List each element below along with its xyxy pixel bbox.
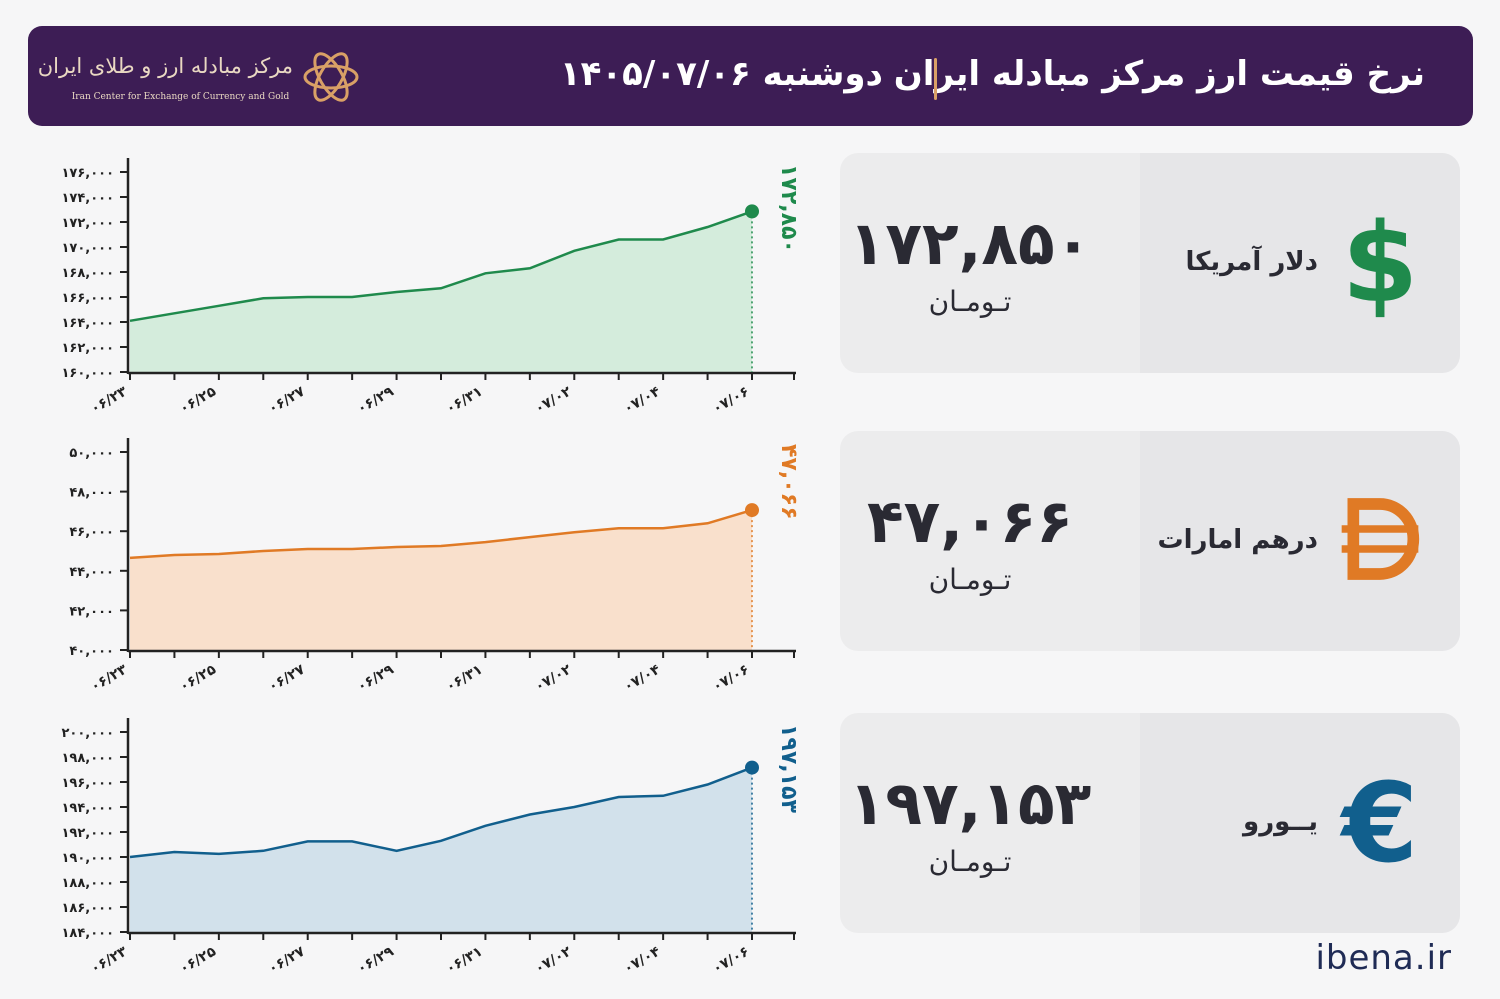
y-tick-label: ۱۹۰,۰۰۰ — [61, 851, 114, 866]
x-tick-label: ۰۶/۲۹ — [355, 661, 397, 695]
last-point-marker — [745, 204, 759, 219]
x-tick-label: ۰۶/۲۵ — [177, 383, 219, 417]
price-value: ۱۹۷,۱۵۳ — [848, 769, 1092, 839]
currency-name: درهم امارات — [1157, 525, 1318, 555]
y-tick-label: ۱۷۴,۰۰۰ — [61, 191, 114, 206]
y-tick-label: ۴۰,۰۰۰ — [69, 644, 114, 659]
y-tick-label: ۲۰۰,۰۰۰ — [61, 726, 114, 741]
currency-name: دلار آمریکا — [1185, 247, 1318, 277]
area-fill — [130, 510, 752, 650]
card-label-panel — [1140, 713, 1460, 933]
price-value: ۱۷۲,۸۵۰ — [848, 209, 1092, 279]
y-tick-label: ۱۷۲,۰۰۰ — [61, 216, 114, 231]
dirham-icon — [1341, 498, 1420, 580]
y-tick-label: ۱۷۰,۰۰۰ — [61, 241, 114, 256]
y-tick-label: ۱۶۰,۰۰۰ — [61, 366, 114, 381]
price-unit: تـومـان — [928, 285, 1012, 318]
y-tick-label: ۴۴,۰۰۰ — [69, 565, 114, 580]
series-line — [129, 210, 753, 323]
series-line — [129, 766, 753, 859]
series-line — [129, 508, 753, 560]
last-point-marker — [745, 503, 759, 518]
y-tick-label: ۱۹۶,۰۰۰ — [61, 776, 114, 791]
x-tick-label: ۰۶/۲۷ — [266, 661, 308, 695]
x-tick-label: ۰۷/۰۲ — [532, 943, 574, 977]
header-date: دوشنبه ۱۴۰۵/۰۷/۰۶ — [559, 54, 883, 94]
card-label-panel — [1140, 153, 1460, 373]
x-tick-label: ۰۷/۰۴ — [621, 943, 663, 977]
x-tick-label: ۰۶/۲۵ — [177, 943, 219, 977]
last-point-marker — [745, 760, 759, 775]
currency-card-usd: ۱۷۲,۸۵۰ تـومـان دلار آمریکا $ — [840, 153, 1460, 373]
last-value-label: ۴۷,۰۶۶ — [776, 444, 801, 520]
y-tick-label: ۴۲,۰۰۰ — [69, 604, 114, 619]
y-tick-label: ۱۹۴,۰۰۰ — [61, 801, 114, 816]
x-tick-label: ۰۶/۲۳ — [88, 943, 130, 977]
last-value-label: ۱۹۷,۱۵۳ — [776, 724, 801, 813]
price-unit: تـومـان — [928, 563, 1012, 596]
y-tick-label: ۱۸۸,۰۰۰ — [61, 876, 114, 891]
x-tick-label: ۰۶/۲۵ — [177, 661, 219, 695]
dollar-icon: $ — [1341, 199, 1419, 327]
area-fill — [130, 211, 752, 372]
x-tick-label: ۰۷/۰۶ — [710, 384, 752, 418]
area-fill — [130, 767, 752, 932]
currency-card-eur: ۱۹۷,۱۵۳ تـومـان یــورو € — [840, 713, 1460, 933]
x-tick-label: ۰۷/۰۴ — [621, 661, 663, 695]
x-tick-label: ۰۶/۲۷ — [266, 383, 308, 417]
y-tick-label: ۱۶۶,۰۰۰ — [61, 291, 114, 306]
euro-icon: € — [1341, 759, 1419, 887]
y-tick-label: ۱۸۶,۰۰۰ — [61, 901, 114, 916]
x-tick-label: ۰۷/۰۶ — [710, 662, 752, 696]
x-tick-label: ۰۶/۳۱ — [443, 944, 485, 978]
x-tick-label: ۰۶/۲۳ — [88, 661, 130, 695]
y-tick-label: ۴۸,۰۰۰ — [69, 486, 114, 501]
header-divider — [934, 58, 937, 100]
page-title: نرخ قیمت ارز مرکز مبادله ایران — [893, 54, 1425, 94]
x-tick-label: ۰۷/۰۶ — [710, 944, 752, 978]
x-tick-label: ۰۶/۲۹ — [355, 943, 397, 977]
y-tick-label: ۱۹۸,۰۰۰ — [61, 751, 114, 766]
x-tick-label: ۰۷/۰۲ — [532, 661, 574, 695]
y-tick-label: ۱۶۸,۰۰۰ — [61, 266, 114, 281]
currency-card-aed: ۴۷,۰۶۶ تـومـان درهم امارات — [840, 431, 1460, 651]
x-tick-label: ۰۶/۲۹ — [355, 383, 397, 417]
header-banner: نرخ قیمت ارز مرکز مبادله ایران دوشنبه ۱۴… — [28, 26, 1473, 126]
charts-area: ۱۶۰,۰۰۰ ۱۶۲,۰۰۰ ۱۶۴,۰۰۰ ۱۶۶,۰۰۰ ۱۶۸,۰۰۰ ۱۷۰,۰… — [61, 158, 801, 978]
price-unit: تـومـان — [928, 845, 1012, 878]
x-tick-label: ۰۷/۰۲ — [532, 383, 574, 417]
currency-name: یــورو — [1243, 807, 1318, 837]
source-site: ibena.ir — [1315, 938, 1452, 978]
y-tick-label: ۱۹۲,۰۰۰ — [61, 826, 114, 841]
card-label-panel — [1140, 431, 1460, 651]
x-tick-label: ۰۶/۲۳ — [88, 383, 130, 417]
price-value: ۴۷,۰۶۶ — [867, 487, 1073, 557]
x-tick-label: ۰۷/۰۴ — [621, 383, 663, 417]
y-tick-label: ۴۶,۰۰۰ — [69, 525, 114, 540]
y-tick-label: ۵۰,۰۰۰ — [69, 446, 114, 461]
logo-text-english: Iran Center for Exchange of Currency and… — [71, 92, 290, 102]
logo-icon — [303, 52, 359, 102]
y-tick-label: ۱۷۶,۰۰۰ — [61, 166, 114, 181]
x-tick-label: ۰۶/۲۷ — [266, 943, 308, 977]
x-tick-label: ۰۶/۳۱ — [443, 384, 485, 418]
y-tick-label: ۱۶۴,۰۰۰ — [61, 316, 114, 331]
y-tick-label: ۱۶۲,۰۰۰ — [61, 341, 114, 356]
last-value-label: ۱۷۲,۸۵۰ — [776, 164, 801, 253]
logo-text-persian: مرکز مبادله ارز و طلای ایران — [37, 54, 293, 78]
y-tick-label: ۱۸۴,۰۰۰ — [61, 926, 114, 941]
x-tick-label: ۰۶/۳۱ — [443, 662, 485, 696]
